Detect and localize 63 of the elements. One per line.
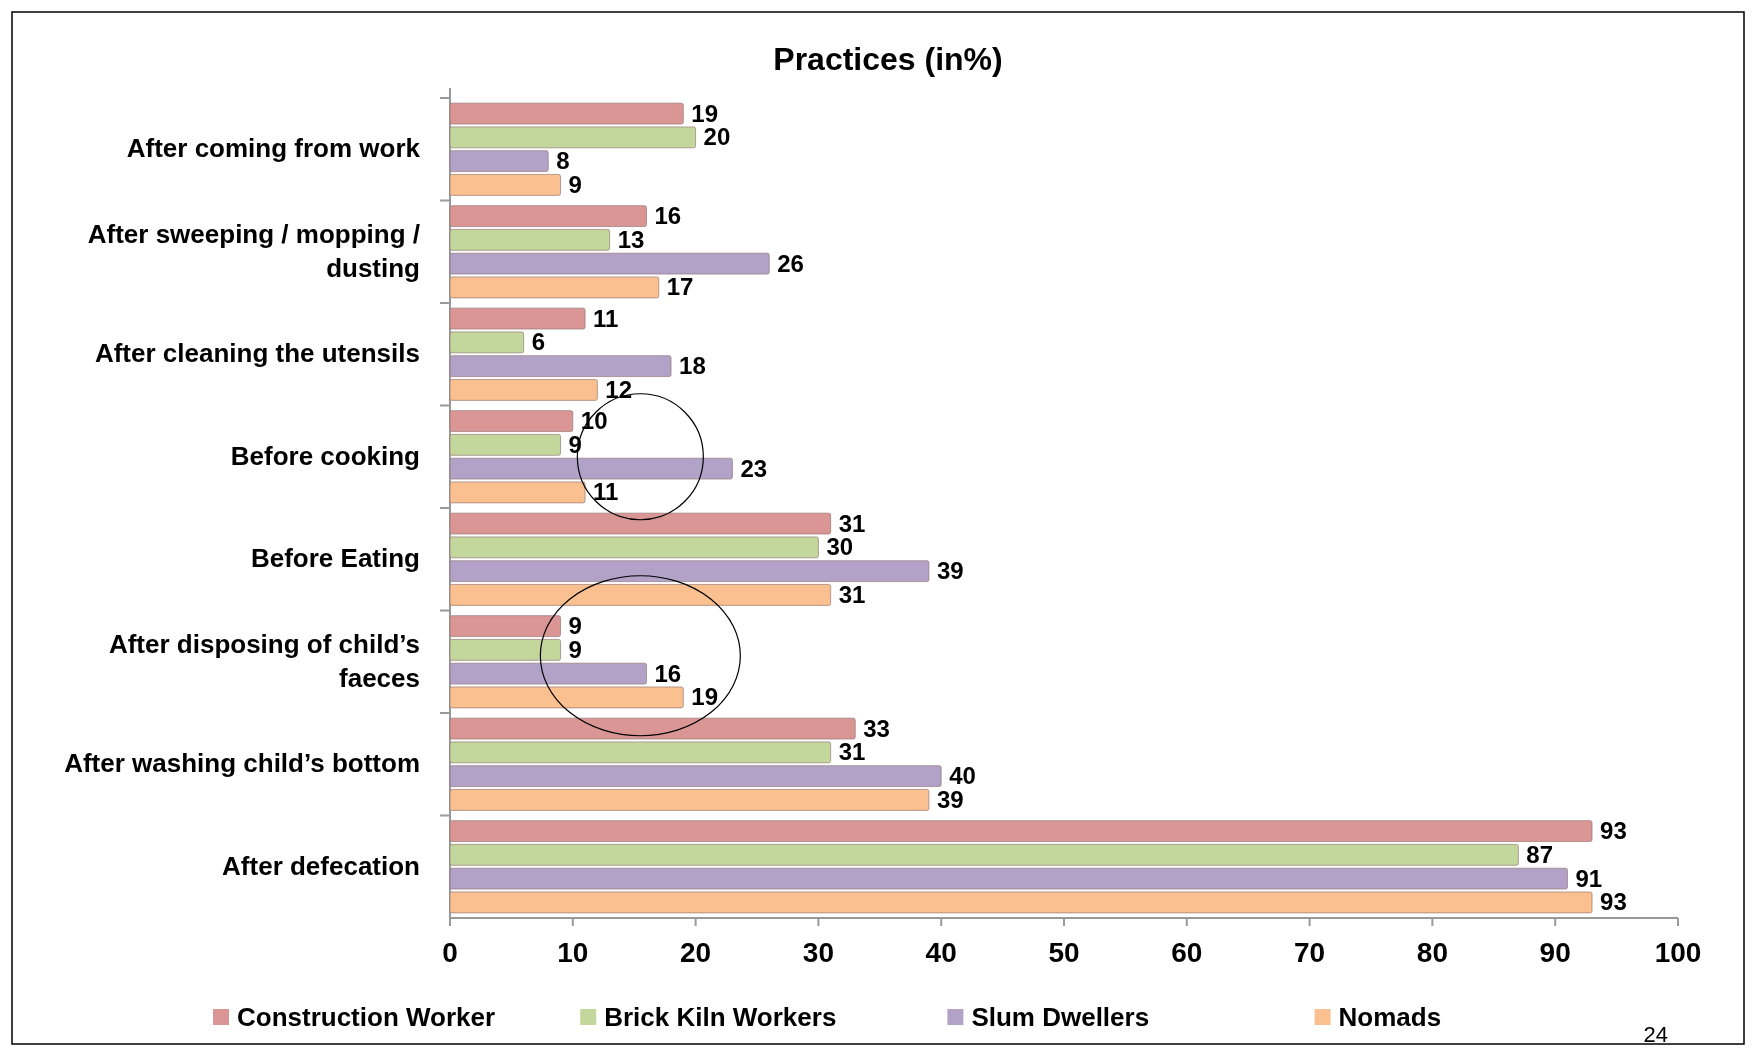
bar	[449, 560, 930, 582]
bar	[449, 205, 647, 227]
x-tick-label: 0	[442, 937, 458, 968]
legend-label: Nomads	[1338, 1002, 1442, 1032]
data-label: 26	[777, 249, 804, 277]
bar	[449, 150, 549, 172]
data-label: 11	[593, 478, 619, 506]
bar	[449, 844, 1519, 866]
y-tick-label: After disposing of child’s faeces	[108, 628, 420, 693]
x-tick-label: 10	[557, 937, 589, 968]
y-tick-label: After washing child’s bottom	[64, 748, 420, 779]
data-label: 91	[1575, 864, 1603, 892]
bar	[449, 639, 561, 661]
bar	[449, 820, 1593, 842]
y-tick-label: After coming from work	[126, 133, 421, 164]
bar	[449, 379, 598, 401]
bar	[449, 789, 930, 811]
data-label: 16	[654, 659, 682, 687]
data-label: 16	[654, 202, 682, 230]
y-tick-label: After cleaning the utensils	[94, 338, 420, 369]
x-tick-label: 60	[1171, 937, 1203, 968]
data-label: 9	[568, 170, 582, 198]
y-tick-label: Before cooking	[230, 440, 420, 471]
data-label: 93	[1600, 817, 1627, 845]
x-tick-label: 70	[1294, 937, 1326, 968]
x-tick-label: 20	[680, 937, 712, 968]
chart-title: Practices (in%)	[773, 41, 1003, 77]
y-tick-label: After defecation	[222, 850, 420, 881]
legend-label: Slum Dwellers	[971, 1002, 1150, 1032]
legend-label: Construction Worker	[237, 1002, 496, 1032]
data-label: 8	[556, 147, 570, 175]
y-tick-label: After sweeping / mopping / dusting	[87, 218, 420, 283]
bar	[449, 615, 561, 637]
data-label: 93	[1600, 888, 1627, 916]
data-label: 39	[936, 557, 964, 585]
x-tick-label: 40	[925, 937, 957, 968]
data-label: 31	[838, 738, 866, 766]
data-label: 18	[679, 352, 706, 380]
data-label: 11	[593, 304, 619, 332]
bar	[449, 434, 561, 456]
x-tick-label: 30	[802, 937, 834, 968]
x-tick-label: 80	[1416, 937, 1448, 968]
data-label: 23	[740, 454, 768, 482]
bar	[449, 765, 942, 787]
x-tick-label: 90	[1539, 937, 1571, 968]
y-tick-label: Before Eating	[250, 543, 420, 574]
data-label: 13	[617, 225, 645, 253]
bar	[449, 229, 610, 251]
data-label: 12	[605, 375, 633, 403]
data-label: 6	[531, 328, 546, 356]
data-label: 17	[666, 273, 694, 301]
bar	[449, 410, 574, 432]
bar	[449, 355, 672, 377]
bar	[449, 174, 561, 196]
data-label: 31	[838, 580, 866, 608]
data-label: 87	[1526, 840, 1554, 868]
x-tick-label: 100	[1654, 937, 1702, 968]
data-label: 19	[691, 683, 719, 711]
data-label: 33	[863, 714, 890, 742]
bar	[449, 584, 831, 606]
x-tick-label: 50	[1048, 937, 1080, 968]
text: 24	[1643, 1022, 1668, 1047]
legend-label: Brick Kiln Workers	[604, 1002, 837, 1032]
